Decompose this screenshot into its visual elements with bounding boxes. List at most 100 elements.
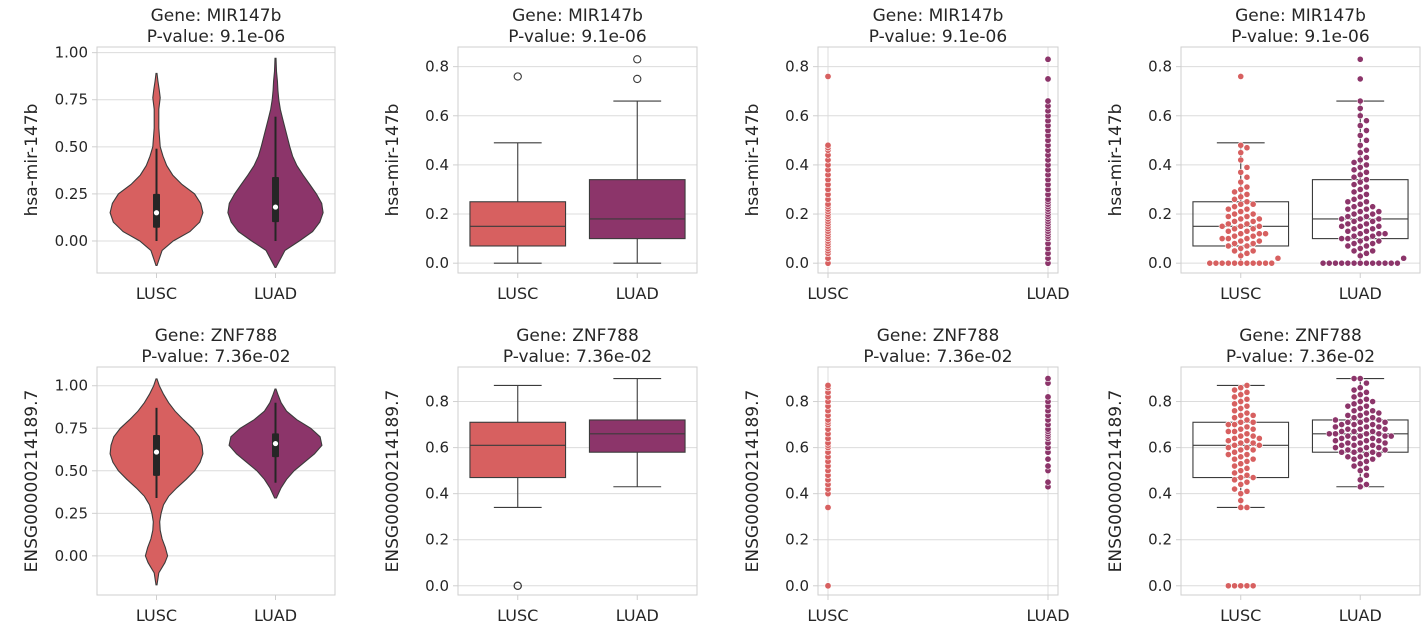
swarm-point [1350, 166, 1358, 174]
swarm-point [1356, 411, 1364, 419]
swarm-point [1356, 208, 1364, 215]
swarm-point [1231, 441, 1238, 449]
swarm-point [1369, 428, 1377, 435]
panel-title-gene: Gene: ZNF788 [155, 326, 278, 346]
swarm-point [1249, 439, 1257, 447]
swarm-point [1249, 455, 1257, 463]
y-tick-label: 0.0 [1148, 254, 1172, 272]
swarm-point [1356, 178, 1364, 186]
swarm-point [1350, 407, 1358, 415]
swarm-point [1325, 259, 1333, 267]
y-tick-label: 0.75 [55, 419, 88, 437]
swarm-point [1381, 230, 1389, 238]
y-axis-label: ENSG00000214189.7 [383, 390, 403, 573]
swarm-point [1237, 200, 1245, 208]
swarm-point [1375, 416, 1383, 424]
swarm-point [1369, 225, 1377, 233]
swarm-point [1231, 210, 1238, 218]
y-tick-label: 0.4 [785, 485, 809, 503]
y-tick-label: 1.00 [55, 377, 88, 395]
swarm-point [1249, 432, 1257, 440]
panel-title-gene: Gene: MIR147b [1235, 6, 1366, 26]
swarm-point [1363, 464, 1370, 472]
swarm-point [1356, 132, 1364, 139]
swarm-point [1350, 428, 1358, 435]
swarm-point [1231, 455, 1238, 463]
y-tick-label: 0.6 [425, 107, 449, 125]
y-tick-label: 0.6 [1148, 107, 1172, 125]
plot-frame [96, 366, 336, 596]
box-iqr-luad [588, 419, 686, 453]
swarm-point [1237, 193, 1245, 201]
swarm-point [1356, 193, 1364, 201]
swarm-point [1332, 423, 1339, 431]
swarm-point [1237, 156, 1245, 164]
swarm-point [1243, 227, 1251, 235]
swarm-point [1387, 432, 1395, 440]
swarm-point [1237, 237, 1245, 245]
swarm-point [1243, 249, 1251, 257]
swarm-point [1356, 446, 1364, 454]
swarm-point [1243, 163, 1251, 171]
swarm-point [1356, 55, 1364, 63]
swarm-point [1344, 425, 1352, 433]
swarm-point [1363, 161, 1370, 169]
swarm-point [1243, 402, 1251, 410]
swarm-point [1231, 225, 1238, 233]
swarm-point [1394, 259, 1401, 267]
plot-frame [1180, 366, 1421, 596]
swarm-point [1243, 451, 1251, 458]
y-tick-label: 0.50 [55, 462, 88, 480]
strip-point [1044, 75, 1052, 83]
swarm-point [1356, 230, 1364, 238]
swarm-point [1243, 388, 1251, 396]
swarm-point [1231, 195, 1238, 203]
y-tick-label: 0.25 [55, 185, 88, 203]
swarm-point [1363, 395, 1370, 403]
swarm-point [1350, 441, 1358, 449]
y-tick-label: 0.0 [425, 577, 449, 595]
y-axis-label: hsa-mir-147b [1106, 104, 1126, 217]
swarm-point [1363, 481, 1370, 488]
y-tick-label: 0.6 [785, 439, 809, 457]
swarm-point [1356, 405, 1364, 412]
strip-point [1044, 455, 1052, 463]
swarm-point [1249, 225, 1257, 233]
swarm-point [1249, 210, 1257, 218]
swarm-point [1369, 455, 1377, 463]
swarm-point [1231, 218, 1238, 225]
swarm-point [1255, 259, 1263, 267]
x-tick-label-luad: LUAD [1339, 284, 1382, 303]
swarm-point [1224, 451, 1232, 458]
swarm-point [1243, 205, 1251, 213]
y-tick-label: 0.2 [425, 531, 449, 549]
swarm-point [1224, 220, 1232, 228]
swarm-point [1363, 430, 1370, 438]
swarm-point [1356, 171, 1364, 179]
swarm-point [1356, 418, 1364, 426]
swarm-point [1350, 421, 1358, 428]
swarm-point [1369, 203, 1377, 211]
y-tick-label: 0.8 [1148, 393, 1172, 411]
swarm-point [1356, 97, 1364, 105]
swarm-point [1350, 232, 1358, 240]
swarm-point [1249, 200, 1257, 208]
swarm-point [1243, 471, 1251, 479]
swarm-point [1237, 391, 1245, 399]
swarm-point [1231, 203, 1238, 211]
swarm-point [1237, 432, 1245, 440]
swarm-point [1237, 582, 1245, 590]
strip-point [824, 381, 832, 389]
swarm-point [1255, 230, 1263, 238]
strip-point [1044, 375, 1052, 383]
x-tick-label-lusc: LUSC [136, 284, 177, 303]
swarm-point [1243, 198, 1251, 206]
x-tick-label-lusc: LUSC [807, 284, 848, 303]
swarm-point [1231, 462, 1238, 470]
swarm-point [1231, 476, 1238, 484]
swarm-point [1224, 235, 1232, 243]
x-tick-label-lusc: LUSC [1220, 606, 1261, 625]
swarm-point [1212, 259, 1220, 267]
